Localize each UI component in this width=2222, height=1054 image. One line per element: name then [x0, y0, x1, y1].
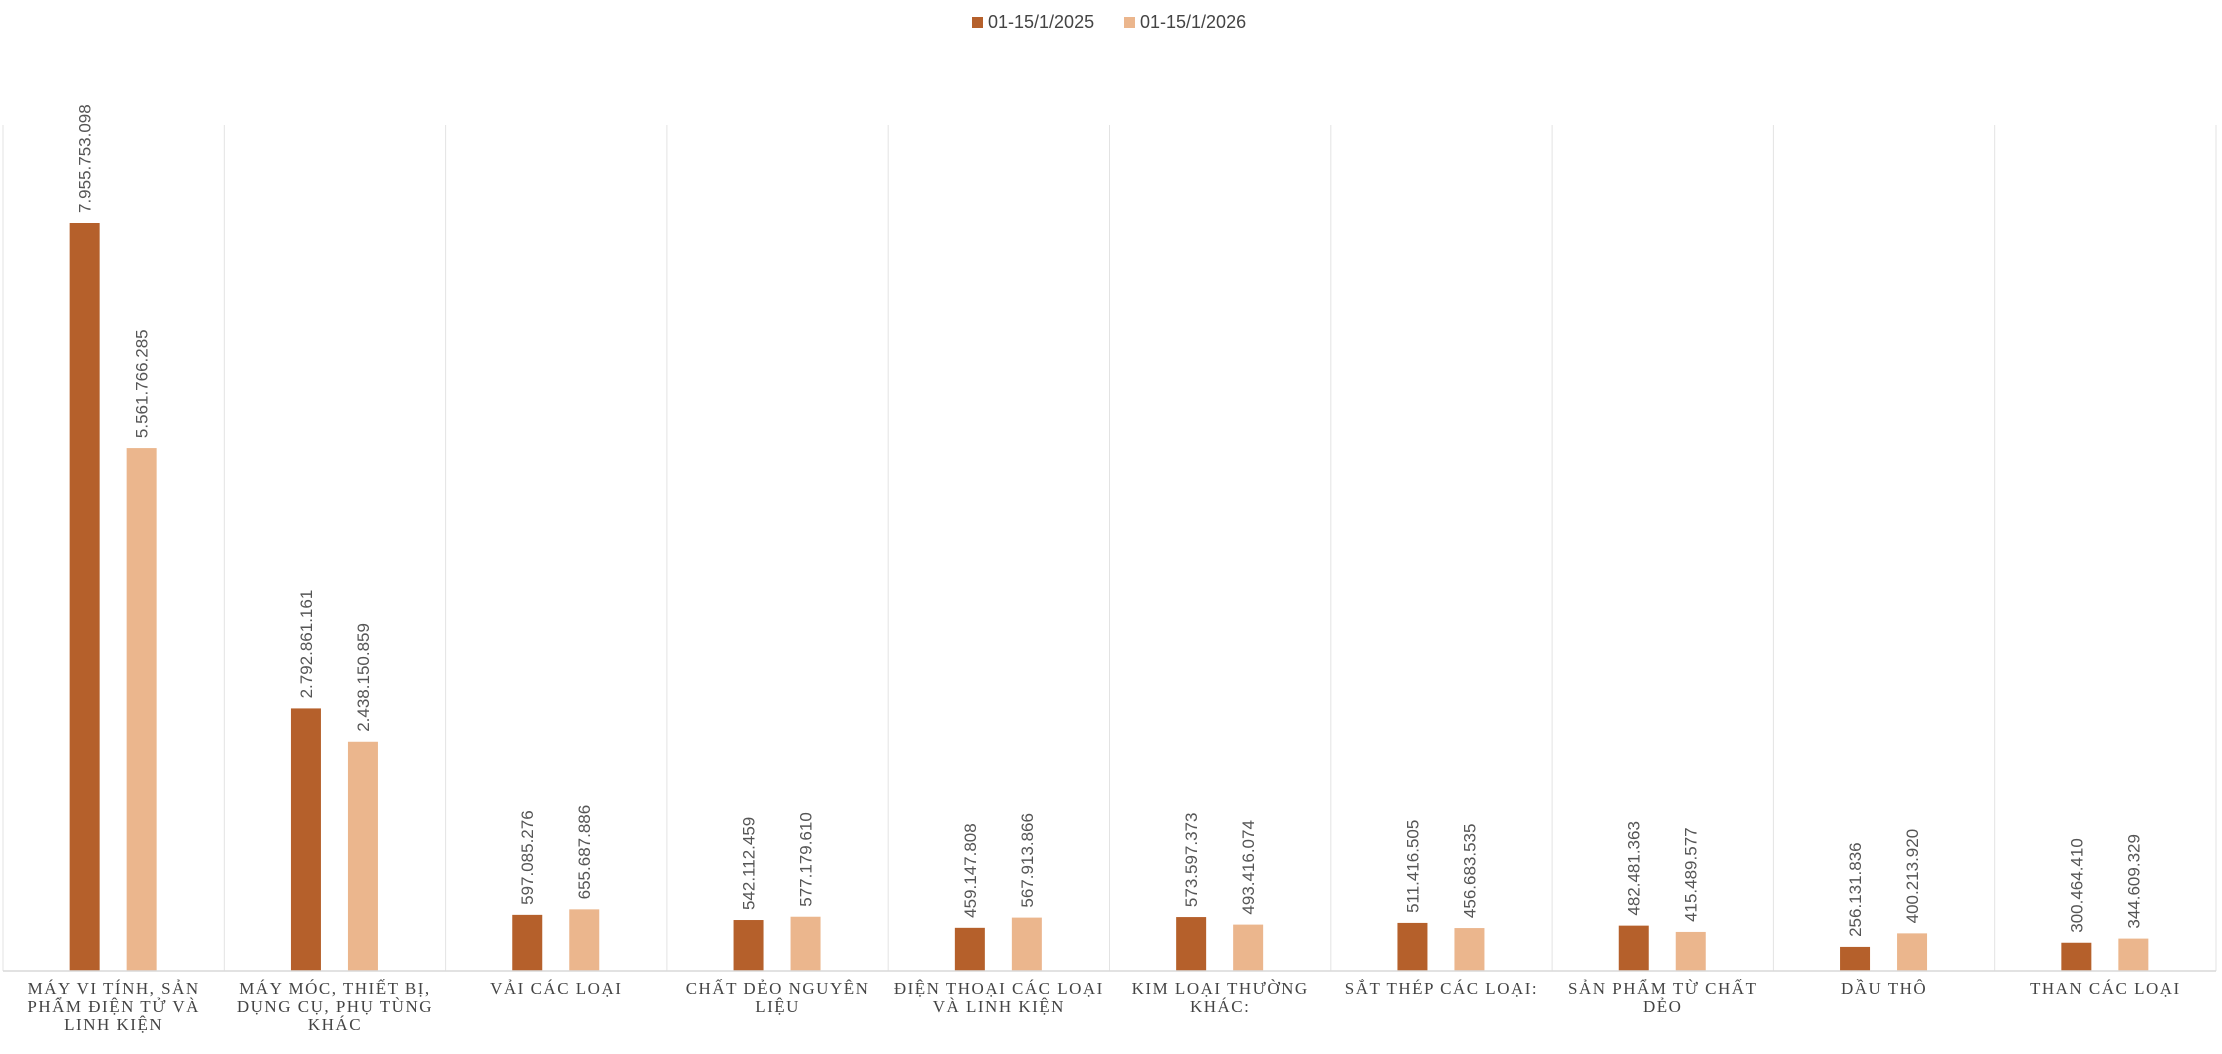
category-label-1: MÁY MÓC, THIẾT BỊ, DỤNG CỤ, PHỤ TÙNG KHÁC: [237, 979, 433, 1034]
bar-2025-8: [1840, 946, 1871, 971]
legend-label-2026: 01-15/1/2026: [1140, 12, 1246, 32]
data-label-2026-2: 655.687.886: [575, 805, 594, 900]
bar-2026-4: [1011, 917, 1042, 971]
data-labels: 7.955.753.098 2.792.861.161 597.085.276 542…: [76, 104, 2144, 937]
bar-2025-0: [69, 223, 100, 971]
bar-2026-3: [790, 916, 821, 971]
data-label-2025-1: 2.792.861.161: [297, 590, 316, 699]
category-label-5: KIM LOẠI THƯỜNG KHÁC:: [1132, 979, 1309, 1016]
data-label-2026-5: 493.416.074: [1239, 820, 1258, 915]
category-label-7: SẢN PHẨM TỪ CHẤT DẺO: [1568, 979, 1757, 1016]
data-label-2026-0: 5.561.766.285: [133, 329, 152, 438]
data-label-2026-1: 2.438.150.859: [354, 623, 373, 732]
category-label-8: DẦU THÔ: [1841, 979, 1927, 998]
bar-2026-8: [1897, 933, 1928, 971]
bar-2026-2: [569, 909, 600, 971]
bar-2026-0: [126, 448, 157, 972]
data-label-2025-9: 300.464.410: [2067, 838, 2086, 933]
data-label-2025-7: 482.481.363: [1625, 821, 1644, 916]
data-label-2026-3: 577.179.610: [797, 812, 816, 907]
bar-2025-2: [512, 914, 543, 971]
data-label-2025-3: 542.112.459: [740, 817, 759, 910]
bar-series: [69, 223, 2149, 972]
legend-swatch-2026: [1124, 17, 1135, 28]
bar-2026-6: [1454, 928, 1485, 971]
category-label-6: SẮT THÉP CÁC LOẠI:: [1345, 979, 1538, 998]
chart-legend: 01-15/1/2025 01-15/1/2026: [972, 12, 1246, 32]
data-label-2025-4: 459.147.808: [961, 823, 980, 918]
bar-2026-5: [1233, 924, 1264, 971]
data-label-2026-6: 456.683.535: [1460, 824, 1479, 919]
category-label-9: THAN CÁC LOẠI: [2030, 979, 2181, 998]
bar-2025-1: [290, 708, 321, 971]
data-label-2026-7: 415.489.577: [1682, 827, 1701, 922]
category-labels: MÁY VI TÍNH, SẢN PHẨM ĐIỆN TỬ VÀ LINH KIỆN…: [27, 979, 2181, 1034]
data-label-2025-0: 7.955.753.098: [76, 104, 95, 213]
bar-2025-4: [954, 927, 985, 971]
bar-2026-1: [347, 741, 378, 971]
data-label-2026-8: 400.213.920: [1903, 829, 1922, 924]
data-label-2025-6: 511.416.505: [1403, 820, 1422, 913]
bar-2026-9: [2118, 938, 2149, 971]
data-label-2026-4: 567.913.866: [1018, 813, 1037, 908]
bar-2025-3: [733, 920, 764, 971]
data-label-2025-2: 597.085.276: [518, 810, 537, 905]
legend-swatch-2025: [972, 17, 983, 28]
legend-label-2025: 01-15/1/2025: [988, 12, 1094, 32]
bar-2026-7: [1675, 931, 1706, 971]
bar-2025-9: [2061, 942, 2092, 971]
bar-2025-5: [1176, 917, 1207, 971]
data-label-2025-8: 256.131.836: [1846, 842, 1865, 937]
data-label-2025-5: 573.597.373: [1182, 813, 1201, 908]
bar-2025-7: [1618, 925, 1649, 971]
category-gridlines: [2, 125, 2217, 971]
bar-2025-6: [1397, 922, 1428, 971]
category-label-4: ĐIỆN THOẠI CÁC LOẠI VÀ LINH KIỆN: [894, 979, 1104, 1016]
category-label-2: VẢI CÁC LOẠI: [490, 979, 622, 998]
category-label-0: MÁY VI TÍNH, SẢN PHẨM ĐIỆN TỬ VÀ LINH KIỆN: [27, 979, 200, 1034]
category-label-3: CHẤT DẺO NGUYÊN LIỆU: [686, 979, 870, 1016]
data-label-2026-9: 344.609.329: [2124, 834, 2143, 929]
